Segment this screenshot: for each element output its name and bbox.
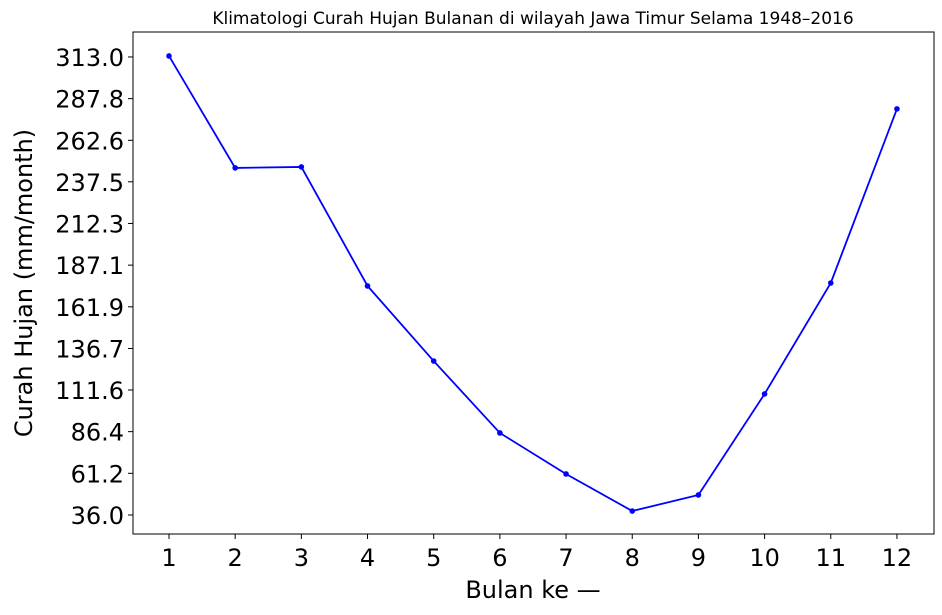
data-point (629, 508, 636, 514)
x-tick-label: 7 (558, 544, 573, 572)
x-axis-label: Bulan ke — (465, 576, 600, 604)
x-tick-label: 12 (882, 544, 913, 572)
y-tick-label: 136.7 (55, 335, 124, 363)
data-point (298, 164, 305, 170)
y-tick-label: 61.2 (71, 460, 124, 488)
data-line (168, 55, 898, 512)
x-tick-label: 8 (625, 544, 640, 572)
y-tick-label: 237.5 (55, 169, 124, 197)
data-point (761, 391, 768, 397)
y-tick-label: 187.1 (55, 252, 124, 280)
x-tick-label: 6 (492, 544, 507, 572)
data-point (894, 106, 900, 112)
chart-title: Klimatologi Curah Hujan Bulanan di wilay… (212, 9, 853, 29)
y-tick-label: 111.6 (55, 377, 124, 405)
data-point (497, 430, 503, 436)
x-tick-label: 4 (360, 544, 375, 572)
plot-frame (132, 31, 935, 535)
x-tick-label: 5 (426, 544, 441, 572)
x-tick-label: 3 (294, 544, 309, 572)
x-tick-label: 2 (228, 544, 243, 572)
data-point (827, 280, 834, 286)
x-tick-label: 1 (161, 544, 176, 572)
y-tick-label: 161.9 (55, 294, 124, 322)
y-tick-label: 262.6 (55, 127, 124, 155)
data-point (563, 471, 569, 477)
y-tick-label: 36.0 (71, 502, 124, 530)
x-tick-label: 11 (815, 544, 846, 572)
data-point (695, 492, 702, 498)
y-axis-label: Curah Hujan (mm/month) (10, 129, 38, 437)
x-tick-label: 10 (749, 544, 780, 572)
data-point (232, 165, 238, 171)
y-tick-label: 313.0 (55, 44, 124, 72)
data-point (364, 283, 371, 289)
y-tick-label: 86.4 (71, 419, 124, 447)
y-tick-label: 287.8 (55, 86, 124, 114)
data-point (166, 53, 172, 59)
y-tick-label: 212.3 (55, 210, 124, 238)
data-point (430, 358, 437, 364)
x-tick-label: 9 (691, 544, 706, 572)
